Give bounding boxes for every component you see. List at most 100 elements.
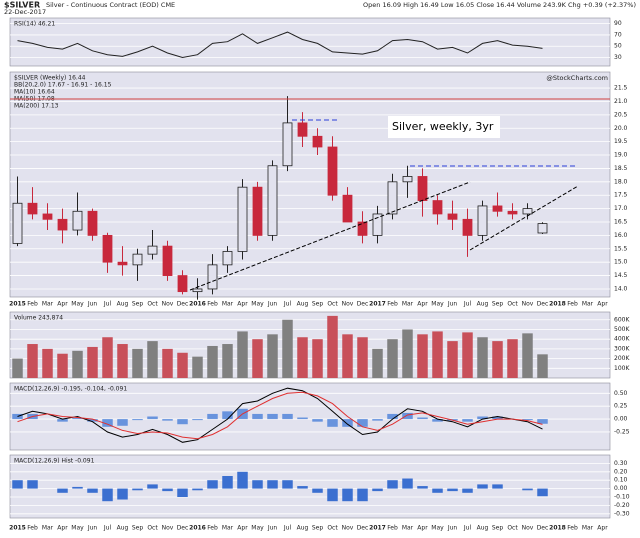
x-tick-label: Nov <box>522 301 534 308</box>
candle-body <box>12 202 23 244</box>
x-tick-label: Dec <box>537 301 549 308</box>
candle-body <box>402 176 413 183</box>
macd-bar <box>372 419 383 421</box>
x-tick-label: Feb <box>207 301 218 308</box>
macd-bar <box>132 419 143 421</box>
x-tick-label: May <box>71 525 84 532</box>
candle-body <box>522 208 533 215</box>
bar <box>12 358 23 378</box>
bar <box>507 339 518 378</box>
bar <box>537 488 548 497</box>
bar <box>477 337 488 378</box>
candle-body <box>237 186 248 252</box>
macd-bar <box>252 413 263 420</box>
legend-entry: $SILVER (Weekly) 16.44 <box>14 75 86 82</box>
x-tick-label: Oct <box>147 525 158 532</box>
macd-bar <box>327 419 338 427</box>
line <box>17 31 543 59</box>
candle-body <box>42 213 53 220</box>
bar <box>12 480 23 489</box>
y-tick-label: -0.10 <box>614 494 630 501</box>
x-tick-label: Jul <box>283 301 292 308</box>
x-tick-label: Feb <box>387 525 398 532</box>
x-tick-label: Jun <box>87 301 98 308</box>
bar <box>252 339 263 378</box>
description: Silver - Continuous Contract (EOD) CME <box>46 1 175 9</box>
bar <box>372 348 383 378</box>
candle-body <box>387 181 398 215</box>
x-tick-label: 2017 <box>369 525 386 532</box>
x-tick-label: 2018 <box>549 525 566 532</box>
y-tick-label: -0.20 <box>614 502 630 509</box>
candle-body <box>282 122 293 167</box>
bar <box>522 488 533 491</box>
x-tick-label: Mar <box>582 525 594 532</box>
x-tick-label: Sep <box>312 301 324 308</box>
y-tick-label: 20.0 <box>614 125 628 132</box>
bar <box>537 354 548 378</box>
x-tick-label: Nov <box>162 525 174 532</box>
macd-bar <box>402 412 413 420</box>
x-tick-label: 2015 <box>9 301 26 308</box>
bar <box>87 488 98 493</box>
bar <box>387 480 398 489</box>
panel <box>9 454 611 519</box>
candle-body <box>72 210 83 231</box>
bar <box>237 471 248 489</box>
symbol: $SILVER <box>4 1 40 10</box>
x-tick-label: Aug <box>117 301 129 308</box>
bar <box>417 486 428 489</box>
macd-bar <box>282 413 293 420</box>
y-tick-label: 500K <box>614 326 630 333</box>
bar <box>192 356 203 378</box>
bar <box>72 350 83 378</box>
candle-body <box>147 245 158 255</box>
candle-body <box>462 218 473 236</box>
candle-body <box>432 200 443 215</box>
x-tick-label: Oct <box>507 301 518 308</box>
bar <box>267 480 278 489</box>
panel <box>9 17 611 67</box>
bar <box>312 488 323 493</box>
bar <box>72 486 83 489</box>
x-tick-label: Apr <box>57 525 68 532</box>
x-tick-label: Feb <box>27 301 38 308</box>
candle-body <box>507 210 518 215</box>
candle-body <box>357 221 368 236</box>
y-tick-label: 200K <box>614 355 630 362</box>
x-tick-label: Jul <box>103 525 112 532</box>
macd-bar <box>102 419 113 427</box>
macd-bar <box>72 418 83 420</box>
annotation-box <box>388 116 500 138</box>
panel-title: Volume 243,874 <box>14 315 63 322</box>
y-tick-label: 18.0 <box>614 178 628 185</box>
bar <box>117 488 128 500</box>
candle-body <box>102 234 113 263</box>
candle-body <box>252 186 263 236</box>
macd-bar <box>462 419 473 422</box>
x-tick-label: 2016 <box>189 525 206 532</box>
y-tick-label: 50 <box>614 43 622 50</box>
y-tick-label: 0.00 <box>614 485 628 492</box>
quote: Open 16.09 High 16.49 Low 16.05 Close 16… <box>363 1 636 9</box>
macd-bar <box>57 419 68 422</box>
bar <box>297 486 308 489</box>
x-tick-label: Sep <box>312 525 324 532</box>
legend-entry: BB(20,2.0) 17.67 - 16.91 - 16.15 <box>14 82 112 89</box>
candle-body <box>447 213 458 220</box>
bar <box>297 337 308 378</box>
panel-title: MACD(12,26,9) -0.195, -0.104, -0.091 <box>14 386 127 393</box>
bar <box>342 334 353 378</box>
candle-body <box>27 202 38 215</box>
x-tick-label: Sep <box>492 301 504 308</box>
y-tick-label: 17.0 <box>614 205 628 212</box>
date: 22-Dec-2017 <box>4 8 46 16</box>
bar <box>402 329 413 378</box>
bar <box>102 488 113 502</box>
candle-body <box>117 261 128 266</box>
x-tick-label: May <box>251 525 264 532</box>
macd-bar <box>147 416 158 420</box>
candle-body <box>492 205 503 212</box>
x-tick-label: Sep <box>492 525 504 532</box>
bar <box>177 488 188 497</box>
